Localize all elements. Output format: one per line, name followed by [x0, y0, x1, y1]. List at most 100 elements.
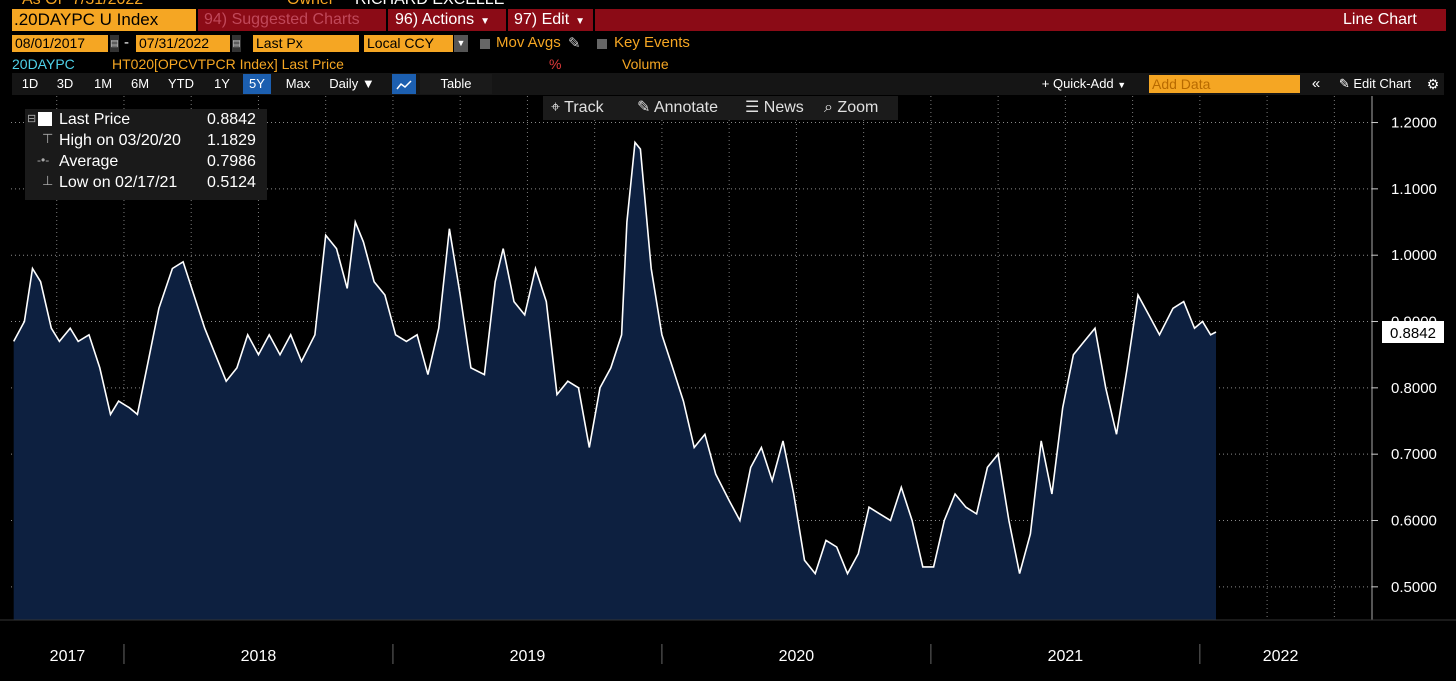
price-line [12, 140, 1217, 576]
calendar-icon[interactable]: ▤ [232, 35, 241, 52]
pencil-icon: ✎ [637, 99, 651, 116]
chart-mode-label[interactable]: Line Chart [1343, 11, 1417, 28]
caret-down-icon: ▼ [1117, 80, 1127, 90]
news-tool[interactable]: ☰ News [745, 96, 804, 120]
chart-area[interactable]: 0.50000.60000.70000.80000.90001.00001.10… [0, 96, 1456, 681]
annotate-label: Annotate [653, 99, 719, 116]
start-date-field[interactable]: 08/01/2017 [12, 35, 108, 52]
y-tick-label: 1.0000 [1391, 247, 1437, 264]
owner-label: Owner [287, 0, 334, 8]
table-button[interactable]: Table [420, 74, 492, 94]
news-label: News [763, 99, 804, 116]
date-separator: - [124, 34, 129, 51]
edit-chart-button[interactable]: ✎ Edit Chart [1330, 74, 1420, 94]
last-value-tag: 0.8842 [1382, 320, 1444, 343]
legend-average-value: 0.7986 [207, 153, 256, 170]
legend-last-label: Last Price [59, 111, 131, 128]
price-area [13, 142, 1217, 620]
news-icon: ☰ [745, 99, 760, 116]
currency-selector[interactable]: Local CCY [364, 35, 453, 52]
menu-bar [198, 9, 1446, 31]
frequency-dropdown[interactable]: Daily ▼ [322, 74, 382, 94]
zoom-label: Zoom [837, 99, 879, 116]
y-tick-label: 0.8000 [1391, 380, 1437, 397]
crosshair-icon: ⌖ [551, 99, 561, 116]
edit-label: 97) Edit [514, 11, 570, 28]
y-tick-label: 0.6000 [1391, 513, 1437, 530]
actions-label: 96) Actions [395, 11, 475, 28]
asof-date: 7/31/2022 [72, 0, 143, 8]
legend-average-label: Average [59, 153, 119, 170]
percent-label: % [549, 56, 562, 72]
y-tick-label: 0.5000 [1391, 579, 1437, 596]
period-toolbar [12, 73, 1444, 95]
quick-add-button[interactable]: + Quick-Add ▼ [1032, 74, 1136, 94]
edit-chart-label: Edit Chart [1353, 76, 1412, 91]
period-1m[interactable]: 1M [93, 76, 113, 91]
menu-separator [593, 9, 595, 31]
line-chart-icon[interactable] [392, 74, 416, 94]
legend-last-value: 0.8842 [207, 111, 256, 128]
period-6m[interactable]: 6M [130, 76, 150, 91]
track-tool[interactable]: ⌖ Track [551, 96, 604, 120]
track-label: Track [564, 99, 604, 116]
x-year-label: 2019 [510, 648, 546, 665]
ticker-field[interactable]: .20DAYPC U Index [12, 9, 196, 31]
chart-tools-bar [543, 96, 898, 120]
asof-label: As Of [22, 0, 62, 8]
series-short-name: 20DAYPC [12, 56, 75, 72]
field-selector[interactable]: Last Px [253, 35, 359, 52]
key-events-checkbox[interactable] [597, 39, 607, 49]
period-3d[interactable]: 3D [56, 76, 74, 91]
period-ytd[interactable]: YTD [168, 76, 194, 91]
caret-down-icon: ▼ [575, 16, 586, 27]
edit-button[interactable]: 97) Edit ▼ [514, 9, 585, 31]
quick-add-label: + Quick-Add [1041, 76, 1114, 91]
annotate-tool[interactable]: ✎ Annotate [637, 96, 718, 120]
pencil-icon[interactable]: ✎ [568, 35, 581, 52]
chevron-down-icon[interactable]: ▼ [454, 35, 468, 52]
high-marker-icon: ⊤ [42, 131, 54, 146]
calendar-icon[interactable]: ▤ [110, 35, 119, 52]
period-1d[interactable]: 1D [21, 76, 39, 91]
mov-avgs-label[interactable]: Mov Avgs [496, 34, 561, 51]
end-date-field[interactable]: 07/31/2022 [136, 35, 230, 52]
series-description: HT020[OPCVTPCR Index] Last Price [112, 56, 344, 72]
add-data-input[interactable]: Add Data [1149, 75, 1300, 93]
owner-name: RICHARD EXCELLE [355, 0, 504, 8]
legend-high-label: High on 03/20/20 [59, 132, 181, 149]
collapse-legend-icon[interactable]: ⊟ [27, 113, 37, 125]
y-tick-label: 1.1000 [1391, 181, 1437, 198]
gear-icon[interactable]: ⚙ [1426, 76, 1440, 92]
mov-avgs-checkbox[interactable] [480, 39, 490, 49]
zoom-tool[interactable]: ⌕ Zoom [824, 96, 878, 120]
last-value-text: 0.8842 [1390, 325, 1436, 342]
last-price-swatch [38, 112, 52, 126]
suggested-charts-button[interactable]: 94) Suggested Charts [204, 11, 360, 28]
average-marker-icon: -•- [37, 153, 50, 167]
x-year-label: 2021 [1048, 648, 1084, 665]
x-axis-labels: 2017 2018 2019 2020 2021 2022 [50, 644, 1299, 665]
period-1y[interactable]: 1Y [214, 76, 230, 91]
volume-label: Volume [622, 56, 669, 72]
key-events-label[interactable]: Key Events [614, 34, 690, 51]
caret-down-icon: ▼ [480, 16, 491, 27]
x-year-label: 2020 [779, 648, 815, 665]
x-year-label: 2022 [1263, 648, 1299, 665]
y-tick-label: 1.2000 [1391, 115, 1437, 132]
period-5y[interactable]: 5Y [243, 74, 271, 94]
collapse-icon[interactable]: « [1311, 75, 1321, 92]
title-strip: As Of 7/31/2022 Owner RICHARD EXCELLE [0, 0, 1456, 8]
caret-down-icon: ▼ [361, 76, 375, 91]
pencil-icon: ✎ [1338, 76, 1350, 91]
y-axis-ticks: 0.50000.60000.70000.80000.90001.00001.10… [1372, 115, 1437, 596]
y-tick-label: 0.7000 [1391, 446, 1437, 463]
low-marker-icon: ⊥ [42, 173, 54, 188]
x-year-label: 2017 [50, 648, 86, 665]
last-value-box [1382, 320, 1444, 343]
frequency-label: Daily [329, 76, 359, 91]
period-max[interactable]: Max [285, 76, 311, 91]
legend-low-label: Low on 02/17/21 [59, 174, 178, 191]
menu-separator [386, 9, 388, 31]
actions-button[interactable]: 96) Actions ▼ [395, 9, 490, 31]
